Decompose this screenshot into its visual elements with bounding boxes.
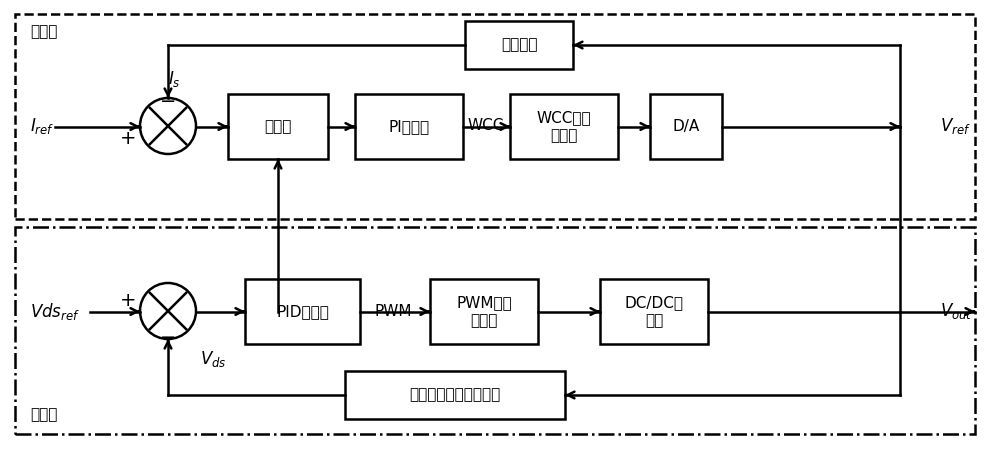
Text: PID控制器: PID控制器 [276, 304, 329, 319]
Text: −: − [160, 327, 176, 347]
Bar [510, 94, 618, 159]
Text: DC/DC变
换器: DC/DC变 换器 [624, 295, 684, 328]
Bar [228, 94, 328, 159]
Text: $V_{ds}$: $V_{ds}$ [200, 349, 227, 369]
Bar [465, 21, 573, 69]
Text: 电流环: 电流环 [30, 24, 57, 39]
Bar [15, 14, 975, 219]
Text: 调整管漏源极电压反馈: 调整管漏源极电压反馈 [409, 387, 501, 402]
Text: WCC细化
输出器: WCC细化 输出器 [537, 110, 591, 143]
Text: 电压环: 电压环 [30, 407, 57, 422]
Text: D/A: D/A [672, 119, 700, 134]
Text: $Vds_{ref}$: $Vds_{ref}$ [30, 300, 80, 321]
Bar [650, 94, 722, 159]
Circle shape [140, 283, 196, 339]
Text: PI控制器: PI控制器 [388, 119, 430, 134]
Text: $I_{ref}$: $I_{ref}$ [30, 116, 54, 136]
Bar [345, 371, 565, 419]
Text: PWM: PWM [374, 304, 412, 318]
Text: $I_{s}$: $I_{s}$ [168, 69, 181, 89]
Text: $V_{ref}$: $V_{ref}$ [940, 116, 971, 136]
Bar [600, 279, 708, 344]
Text: PWM细化
输出器: PWM细化 输出器 [456, 295, 512, 328]
Text: WCC: WCC [468, 119, 504, 133]
Text: −: − [160, 92, 176, 111]
Text: +: + [120, 291, 136, 311]
Text: 启动器: 启动器 [264, 119, 292, 134]
Bar [245, 279, 360, 344]
Bar [355, 94, 463, 159]
Text: 电流反馈: 电流反馈 [501, 38, 537, 53]
Bar [15, 227, 975, 434]
Text: +: + [120, 129, 136, 149]
Circle shape [140, 98, 196, 154]
Text: $V_{out}$: $V_{out}$ [940, 301, 973, 321]
Bar [430, 279, 538, 344]
